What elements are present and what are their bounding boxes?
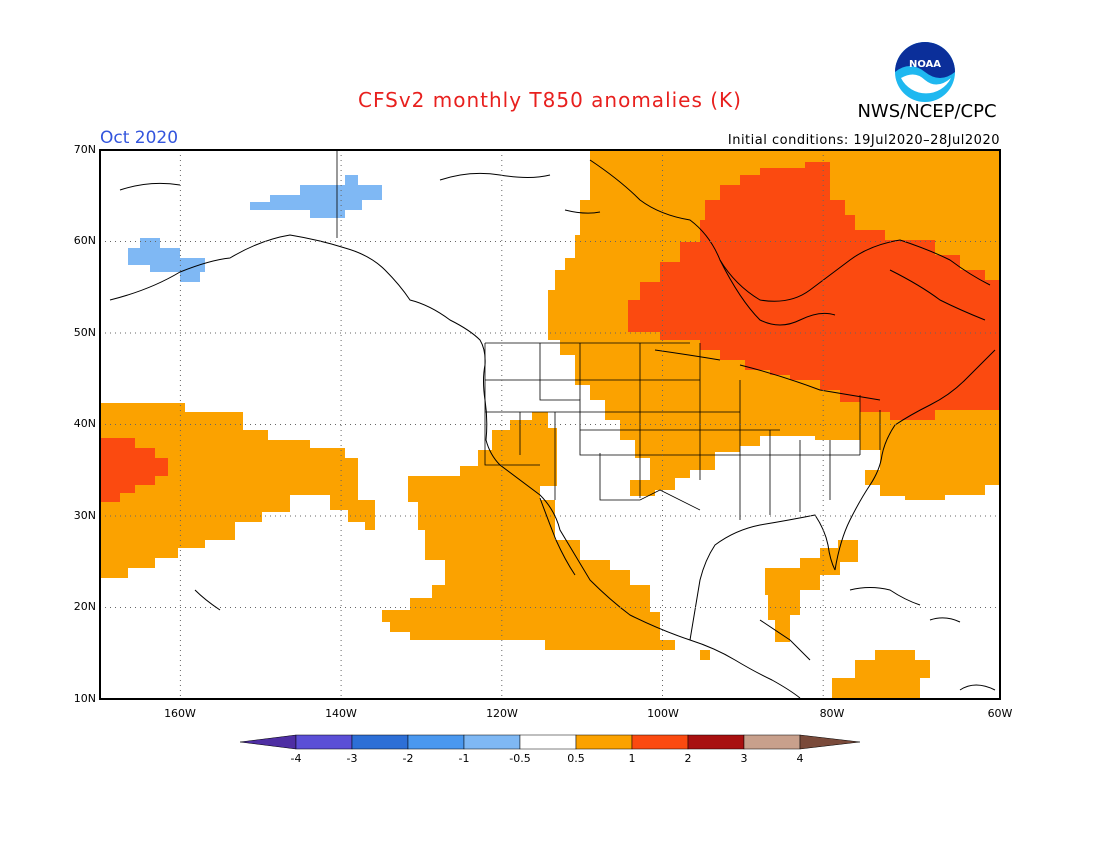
forecast-month: Oct 2020: [100, 128, 179, 148]
noaa-logo: NOAA: [895, 42, 955, 102]
lat-label: 10N: [73, 692, 96, 705]
lat-label: 50N: [73, 326, 96, 339]
lat-label: 40N: [73, 417, 96, 430]
lat-label: 30N: [73, 509, 96, 522]
colorbar-swatch: [519, 734, 577, 750]
lon-label: 140W: [325, 707, 357, 720]
colorbar-swatch: [351, 734, 409, 750]
colorbar-arrow-left: [239, 734, 297, 750]
lat-label: 60N: [73, 234, 96, 247]
initial-conditions: Initial conditions: 19Jul2020–28Jul2020: [727, 133, 1000, 148]
lon-label: 160W: [164, 707, 196, 720]
pacific-hot-region: [100, 438, 168, 502]
colorbar-label: 4: [796, 752, 804, 765]
lat-label: 20N: [73, 600, 96, 613]
colorbar-label: -0.5: [509, 752, 531, 765]
arctic-cool-region: [250, 175, 382, 218]
lon-label: 100W: [647, 707, 679, 720]
colorbar-label: 1: [628, 752, 636, 765]
colorbar-arrow-right: [799, 734, 861, 750]
agency-label: NWS/NCEP/CPC: [857, 101, 997, 122]
colorbar-swatch: [295, 734, 353, 750]
colorbar-label: 3: [740, 752, 748, 765]
caribbean-warm-region: [832, 650, 930, 699]
colorbar-swatch: [407, 734, 465, 750]
colorbar-swatch: [463, 734, 521, 750]
chart-title: CFSv2 monthly T850 anomalies (K): [358, 88, 742, 112]
anomaly-region-blue: [128, 175, 382, 282]
gulf-warm-region: [765, 540, 858, 642]
lon-label: 60W: [987, 707, 1013, 720]
anomaly-region-red: [100, 162, 1000, 502]
pacific-warm-region: [100, 403, 375, 578]
lon-label: 120W: [486, 707, 518, 720]
map-frame: [99, 149, 1001, 700]
colorbar-swatch: [575, 734, 633, 750]
colorbar-label: -3: [346, 752, 358, 765]
political-borders: [336, 150, 881, 520]
colorbar: [239, 734, 861, 750]
east-pacific-warm-region: [382, 412, 675, 650]
lat-label: 70N: [73, 143, 96, 156]
logo-text: NOAA: [909, 59, 941, 70]
lon-label: 80W: [819, 707, 845, 720]
colorbar-label: 0.5: [567, 752, 585, 765]
colorbar-swatch: [743, 734, 801, 750]
colorbar-label: -4: [290, 752, 302, 765]
colorbar-swatch: [687, 734, 745, 750]
coastlines: [109, 159, 996, 699]
map-gridlines: [100, 150, 1000, 699]
colorbar-label: 2: [684, 752, 692, 765]
colorbar-label: -2: [402, 752, 414, 765]
colorbar-label: -1: [458, 752, 470, 765]
canada-hot-region: [628, 162, 1000, 420]
colorbar-swatch: [631, 734, 689, 750]
bering-cool-region: [128, 238, 205, 282]
